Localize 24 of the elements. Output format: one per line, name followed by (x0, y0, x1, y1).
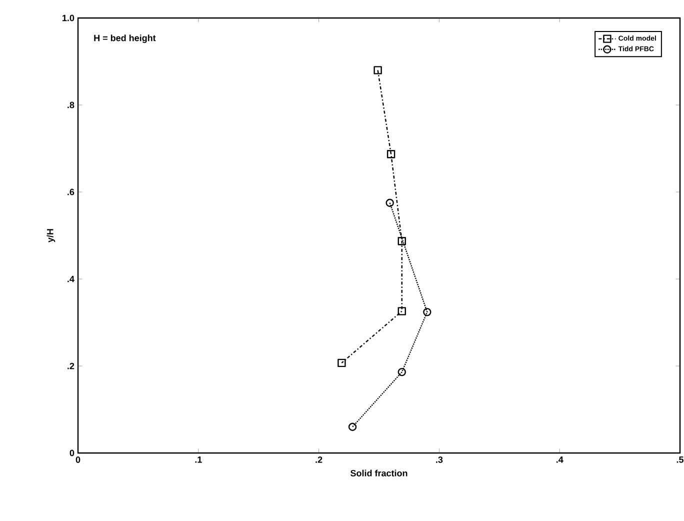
point (348, 422, 357, 431)
x-tick-label: .2 (316, 456, 322, 463)
point (398, 237, 406, 246)
x-tick-label: .5 (676, 456, 684, 463)
x-tick-label: .4 (556, 456, 564, 463)
y-tick-label: .4 (68, 276, 74, 282)
x-tick-label: 0 (76, 456, 80, 463)
y-tick-label: 0 (70, 450, 74, 456)
y-tick-label: 1.0 (62, 14, 74, 22)
x-tick-label: .3 (436, 456, 443, 463)
point (338, 358, 346, 368)
y-tick-label: .6 (68, 188, 74, 196)
annotation: H = bed height (94, 34, 156, 44)
point (398, 368, 406, 376)
point (374, 66, 382, 74)
y-tick-label: .8 (68, 102, 74, 108)
point (386, 150, 396, 158)
point (386, 198, 394, 207)
point (398, 307, 406, 316)
x-tick-label: .1 (195, 456, 202, 463)
point (423, 308, 432, 316)
y-axis-title: y/H (46, 229, 56, 242)
x-axis-title: Solid fraction (350, 470, 408, 476)
y-tick-label: .2 (68, 362, 74, 370)
